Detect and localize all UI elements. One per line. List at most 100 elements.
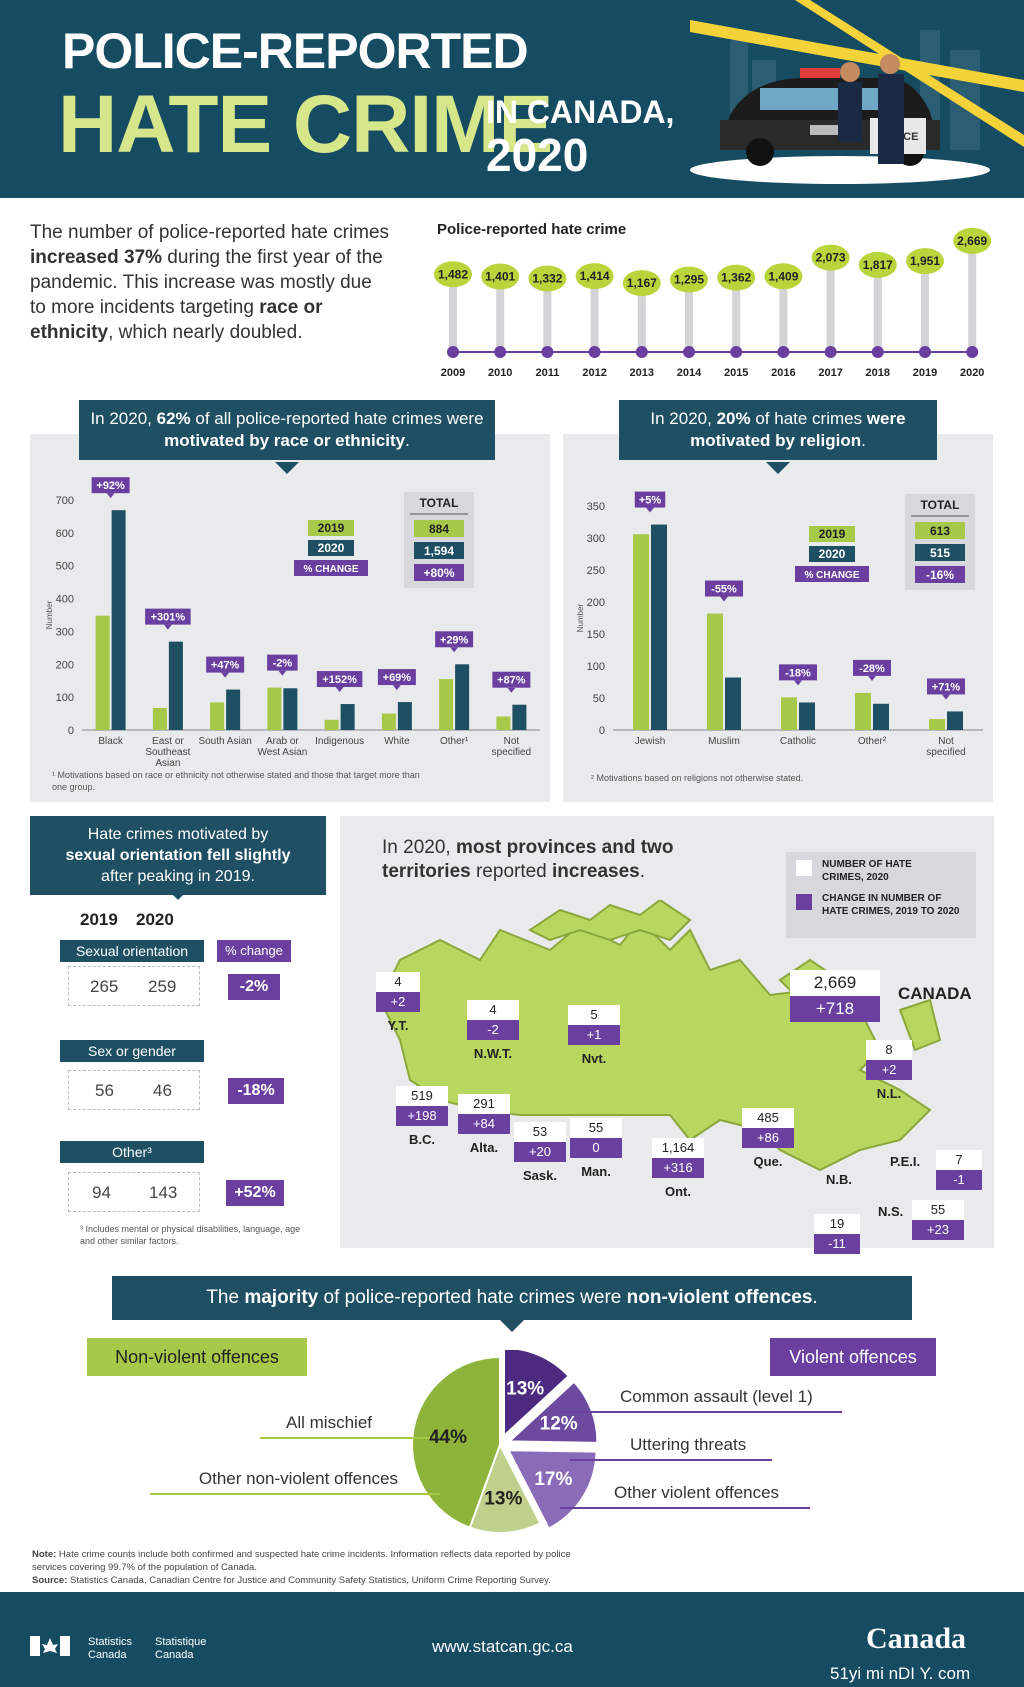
- bar-2019: [152, 707, 167, 730]
- change-badge-label: +87%: [497, 675, 526, 687]
- y-tick-label: 0: [68, 725, 74, 737]
- change-badge-pointer: [163, 624, 172, 630]
- timeline-value-label: 2,669: [957, 234, 987, 248]
- pie-slice-value: 13%: [484, 1489, 522, 1510]
- change-badge-pointer: [794, 680, 802, 686]
- pie-slice-label: Other violent offences: [614, 1483, 779, 1502]
- bar-2020: [455, 664, 470, 730]
- y-tick-label: 100: [56, 692, 74, 704]
- change-badge: [634, 491, 666, 508]
- y-tick-label: 150: [587, 629, 605, 641]
- canada-label: CANADA: [898, 984, 972, 1003]
- y-tick-label: 100: [587, 661, 605, 673]
- pie-slice: [468, 1442, 542, 1534]
- sg-change: -18%: [228, 1078, 284, 1104]
- map-label-nvt: 5 +1 Nvt.: [568, 1005, 620, 1066]
- timeline-bubble: [622, 270, 661, 297]
- y-tick-label: 500: [56, 561, 74, 573]
- footer-url[interactable]: www.statcan.gc.ca: [432, 1637, 573, 1656]
- total-2019: 613: [930, 524, 950, 538]
- category-label: Muslim: [708, 736, 740, 747]
- map-label-alta: 291 +84 Alta.: [458, 1094, 510, 1155]
- bar-2019: [633, 534, 649, 730]
- change-badge-pointer: [335, 687, 344, 693]
- timeline-year-label: 2018: [866, 367, 890, 379]
- timeline-stem: [543, 278, 552, 352]
- bar-2020: [283, 688, 298, 730]
- timeline-point: [966, 346, 979, 358]
- timeline-bubble: [764, 263, 803, 290]
- race-callout-arrow: [275, 462, 299, 474]
- footer: [0, 1592, 1024, 1687]
- timeline-year-label: 2011: [535, 367, 559, 379]
- bar-2019: [929, 719, 945, 730]
- intro-mid: during the first year of the pandemic. T…: [30, 247, 383, 318]
- category-label: Southeast: [145, 747, 190, 758]
- offences-callout-arrow: [500, 1320, 524, 1332]
- timeline-bubble: [953, 227, 992, 254]
- bar-2020: [947, 711, 963, 730]
- bar-2019: [439, 679, 454, 730]
- timeline-year-label: 2010: [488, 367, 512, 379]
- y-tick-label: 200: [587, 597, 605, 609]
- sg-2020: 46: [153, 1081, 172, 1100]
- pie-slice: [503, 1350, 571, 1439]
- change-badge-pointer: [221, 672, 230, 678]
- change-badge: [206, 656, 245, 673]
- change-badge: [853, 659, 891, 676]
- change-badge-label: -18%: [785, 667, 811, 679]
- change-badge-pointer: [507, 687, 516, 693]
- so-2020: 259: [148, 977, 177, 996]
- bar-2020: [725, 677, 741, 730]
- bar-2019: [855, 692, 871, 730]
- note-text: Note: Hate crime counts include both con…: [32, 1549, 571, 1586]
- y-tick-label: 300: [587, 533, 605, 545]
- offences-pie-chart: 44% 13% 17% 12% 13% All mischief Other non-vio…: [150, 1350, 842, 1534]
- change-badge-pointer: [450, 647, 459, 653]
- timeline-point: [730, 346, 743, 358]
- bar-2020: [873, 703, 889, 730]
- pct-change-header: % change: [217, 940, 291, 962]
- timeline-value-label: 1,951: [910, 254, 940, 268]
- legend-2020-swatch: [308, 540, 354, 556]
- y-tick-label: 0: [599, 725, 605, 737]
- bar-2020: [397, 702, 412, 730]
- total-2020: 1,594: [424, 544, 454, 558]
- bar-2020: [512, 704, 527, 730]
- ot-2020: 143: [149, 1183, 178, 1202]
- legend-change-swatch: [795, 566, 869, 582]
- change-badge: [435, 631, 474, 648]
- timeline-stem: [732, 277, 741, 352]
- y-tick-label: 600: [56, 528, 74, 540]
- map-label-man: 55 0 Man.: [570, 1118, 622, 1179]
- total-2020: 515: [930, 546, 950, 560]
- canada-flag-icon: [30, 1636, 70, 1656]
- change-badge-label: +5%: [639, 495, 662, 507]
- total-2020-swatch: [414, 542, 464, 559]
- pie-slice-value: 17%: [534, 1469, 572, 1490]
- change-badge-label: +152%: [322, 674, 357, 686]
- category-label: Jewish: [635, 736, 666, 747]
- violent-label: Violent offences: [770, 1338, 936, 1376]
- intro-bold-increase: increased 37%: [30, 247, 163, 268]
- legend-2019-label: 2019: [819, 527, 846, 541]
- total-header: TOTAL: [420, 496, 459, 510]
- timeline-bubble: [811, 244, 850, 271]
- religion-callout: In 2020, 20% of hate crimes were motivat…: [619, 400, 937, 460]
- map-label-ont: 1,164 +316 Ont.: [652, 1138, 704, 1199]
- pie-slice-value: 13%: [506, 1378, 544, 1399]
- timeline-stem: [637, 283, 646, 352]
- pie-slice-label: Other non-violent offences: [199, 1469, 398, 1488]
- pie-slice-label: All mischief: [286, 1413, 372, 1432]
- religion-chart: 0 50 100 150 200 250 300 350 Number +5% Jewish -55%…: [576, 491, 983, 783]
- row-other-label: Other³: [60, 1141, 204, 1163]
- change-badge-pointer: [278, 670, 287, 676]
- timeline-point: [494, 346, 507, 358]
- category-label: Black: [98, 736, 123, 747]
- statcan-en: Statistics Canada: [88, 1636, 133, 1661]
- total-change: +80%: [423, 566, 454, 580]
- legend-2019-label: 2019: [318, 521, 345, 535]
- legend-2020-label: 2020: [819, 547, 846, 561]
- bar-2020: [651, 524, 667, 730]
- total-2019-swatch: [915, 522, 965, 539]
